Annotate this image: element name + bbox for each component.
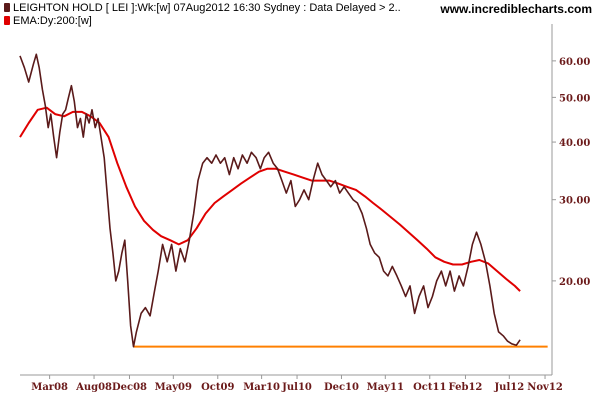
y-tick-label: 40.00 bbox=[559, 138, 590, 149]
x-axis: Mar08 Aug08 Dec08 May09 Oct09 Mar10 Jul10 Dec10… bbox=[31, 375, 563, 393]
x-tick-label: Dec10 bbox=[324, 382, 359, 393]
ema-series-line bbox=[19, 106, 521, 292]
x-tick-label: Jul12 bbox=[493, 382, 524, 393]
y-axis: 20.00 30.00 40.00 50.00 60.00 bbox=[552, 57, 590, 288]
chart-title-row: LEIGHTON HOLD [ LEI ]:Wk:[w] 07Aug2012 1… bbox=[4, 2, 401, 14]
price-series-line bbox=[19, 53, 521, 348]
chart-title: LEIGHTON HOLD [ LEI ]:Wk:[w] 07Aug2012 1… bbox=[13, 2, 401, 14]
price-series-swatch bbox=[4, 3, 10, 12]
x-tick-label: Mar08 bbox=[31, 382, 68, 393]
site-watermark: www.incrediblecharts.com bbox=[440, 2, 592, 16]
x-tick-label: Dec08 bbox=[112, 382, 147, 393]
x-tick-label: May11 bbox=[367, 382, 404, 393]
x-tick-label: Oct09 bbox=[201, 382, 234, 393]
y-tick-label: 60.00 bbox=[559, 57, 590, 68]
ema-legend-row: EMA:Dy:200:[w] bbox=[4, 15, 92, 27]
ema-series-swatch bbox=[4, 16, 10, 25]
x-tick-label: Oct11 bbox=[413, 382, 446, 393]
x-tick-label: Aug08 bbox=[75, 382, 112, 393]
x-tick-label: Nov12 bbox=[527, 382, 563, 393]
series-group bbox=[19, 53, 521, 348]
x-tick-label: Feb12 bbox=[449, 382, 483, 393]
x-tick-label: Jul10 bbox=[281, 382, 312, 393]
x-tick-label: May09 bbox=[155, 382, 192, 393]
x-tick-label: Mar10 bbox=[243, 382, 280, 393]
y-tick-label: 50.00 bbox=[559, 93, 590, 104]
y-tick-label: 30.00 bbox=[559, 196, 590, 207]
y-tick-label: 20.00 bbox=[559, 277, 590, 288]
ema-legend-label: EMA:Dy:200:[w] bbox=[13, 15, 92, 27]
plot-frame bbox=[20, 24, 553, 376]
